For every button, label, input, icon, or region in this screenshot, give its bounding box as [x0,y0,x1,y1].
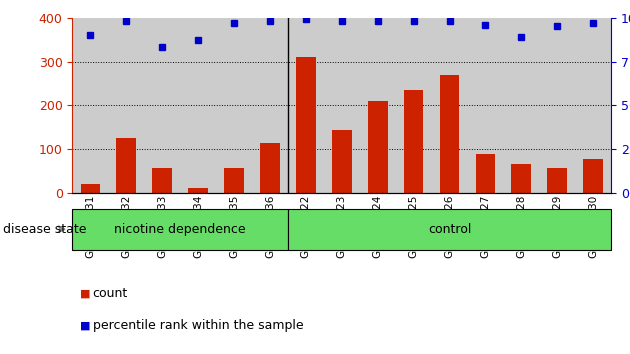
Bar [117,138,136,193]
Bar [224,168,244,193]
Bar [503,18,539,193]
Text: percentile rank within the sample: percentile rank within the sample [93,319,303,332]
Bar [476,154,495,193]
Bar [432,18,467,193]
Bar [108,18,144,193]
Bar [404,90,423,193]
Bar [547,168,567,193]
Bar [144,18,180,193]
Bar [260,143,280,193]
Text: ■: ■ [80,289,91,299]
Bar [72,209,288,250]
Bar [575,18,611,193]
Bar [81,184,100,193]
Bar [188,188,208,193]
Bar [180,18,216,193]
Bar [332,130,352,193]
Text: nicotine dependence: nicotine dependence [115,223,246,236]
Text: control: control [428,223,471,236]
Text: count: count [93,287,128,300]
Bar [440,75,459,193]
Bar [152,168,172,193]
Bar [324,18,360,193]
Text: disease state: disease state [3,223,87,236]
Bar [288,209,611,250]
Bar [72,18,108,193]
Bar [539,18,575,193]
Bar [583,159,603,193]
Bar [368,101,387,193]
Text: ■: ■ [80,321,91,331]
Bar [252,18,288,193]
Bar [288,18,324,193]
Bar [512,164,531,193]
Bar [360,18,396,193]
Bar [467,18,503,193]
Bar [396,18,432,193]
Bar [296,57,316,193]
Bar [216,18,252,193]
